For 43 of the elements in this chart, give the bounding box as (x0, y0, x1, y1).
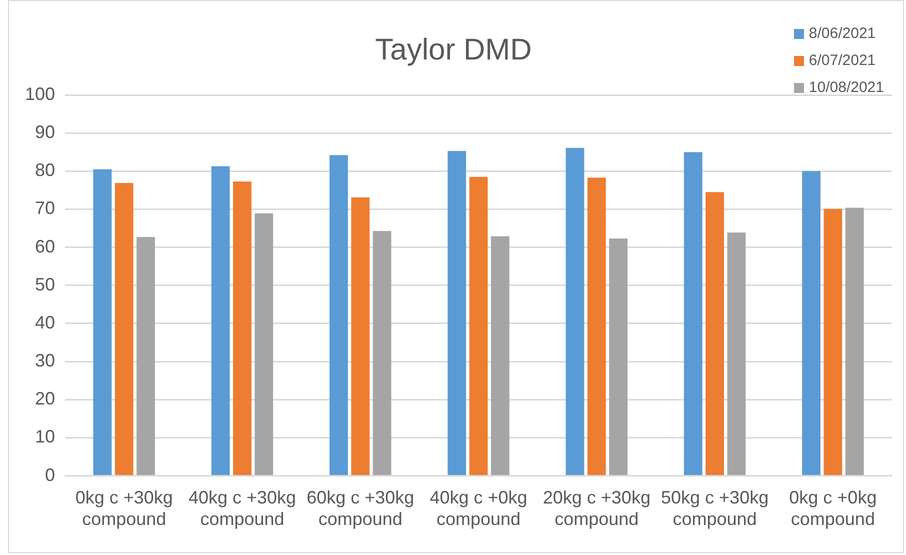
bar (566, 148, 584, 476)
x-tick-label: 50kg c +30kg compound (661, 488, 769, 530)
y-tick-label: 70 (35, 198, 56, 218)
x-tick-label: 60kg c +30kg compound (306, 488, 414, 530)
bar (845, 208, 864, 476)
bar (469, 176, 488, 476)
bar (330, 155, 348, 476)
bar (824, 208, 842, 476)
x-tick-label: 20kg c +30kg compound (542, 488, 650, 530)
y-tick-label: 50 (35, 274, 56, 294)
y-tick-label: 30 (35, 350, 56, 371)
legend-label: 6/07/2021 (808, 52, 876, 69)
bar (587, 178, 606, 476)
legend-label: 10/08/2021 (808, 79, 884, 96)
bar (706, 192, 724, 476)
y-tick-label: 80 (35, 160, 56, 180)
y-tick-label: 60 (35, 236, 56, 256)
bar (684, 152, 702, 476)
y-tick-label: 0 (45, 464, 56, 485)
y-tick-label: 90 (35, 122, 56, 142)
bar (351, 197, 370, 476)
x-tick-label: 40kg c +30kg compound (188, 488, 296, 530)
bar (372, 230, 392, 476)
bar (254, 213, 274, 476)
bar (114, 182, 134, 476)
x-tick-label: 0kg c +30kg compound (75, 488, 173, 530)
bar (727, 232, 746, 476)
x-tick-label: 40kg c +0kg compound (430, 488, 528, 530)
bar (490, 236, 510, 476)
bar (136, 237, 155, 476)
x-tick-label: 0kg c +0kg compound (789, 488, 877, 530)
bar (233, 181, 252, 476)
y-tick-label: 10 (35, 426, 56, 447)
legend-label: 8/06/2021 (808, 25, 876, 42)
y-tick-label: 100 (24, 84, 56, 104)
bar (211, 166, 230, 476)
y-tick-label: 40 (35, 312, 56, 332)
y-tick-label: 20 (35, 388, 56, 409)
bar (448, 150, 466, 476)
chart-title: Taylor DMD (375, 33, 532, 66)
bar (802, 171, 820, 476)
bar (93, 169, 112, 476)
bar (609, 238, 628, 476)
